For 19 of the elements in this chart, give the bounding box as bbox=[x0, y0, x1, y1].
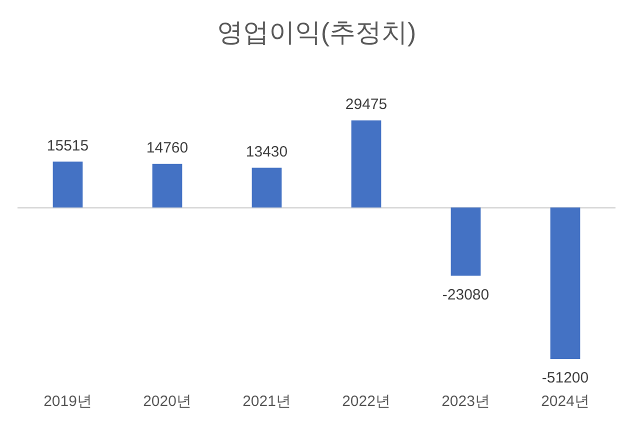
x-tick-label: 2020년 bbox=[143, 393, 192, 410]
data-label: -23080 bbox=[442, 286, 490, 304]
x-tick-label: 2021년 bbox=[242, 393, 291, 410]
x-tick-label: 2019년 bbox=[44, 393, 92, 410]
x-tick-label: 2022년 bbox=[342, 393, 390, 410]
bar bbox=[550, 208, 580, 359]
bar bbox=[450, 208, 481, 276]
data-label: 13430 bbox=[246, 143, 288, 160]
data-label: -51200 bbox=[542, 370, 589, 387]
bar bbox=[52, 162, 83, 208]
data-label: 29475 bbox=[345, 96, 388, 113]
bar bbox=[252, 168, 282, 208]
bar bbox=[152, 164, 182, 208]
data-label: 14760 bbox=[146, 140, 188, 156]
data-label: 15515 bbox=[46, 137, 89, 154]
bar bbox=[351, 120, 382, 208]
chart-title: 영업이익(추정치) bbox=[216, 16, 416, 47]
x-tick-label: 2024년 bbox=[541, 393, 590, 410]
x-tick-label: 2023년 bbox=[442, 393, 490, 410]
